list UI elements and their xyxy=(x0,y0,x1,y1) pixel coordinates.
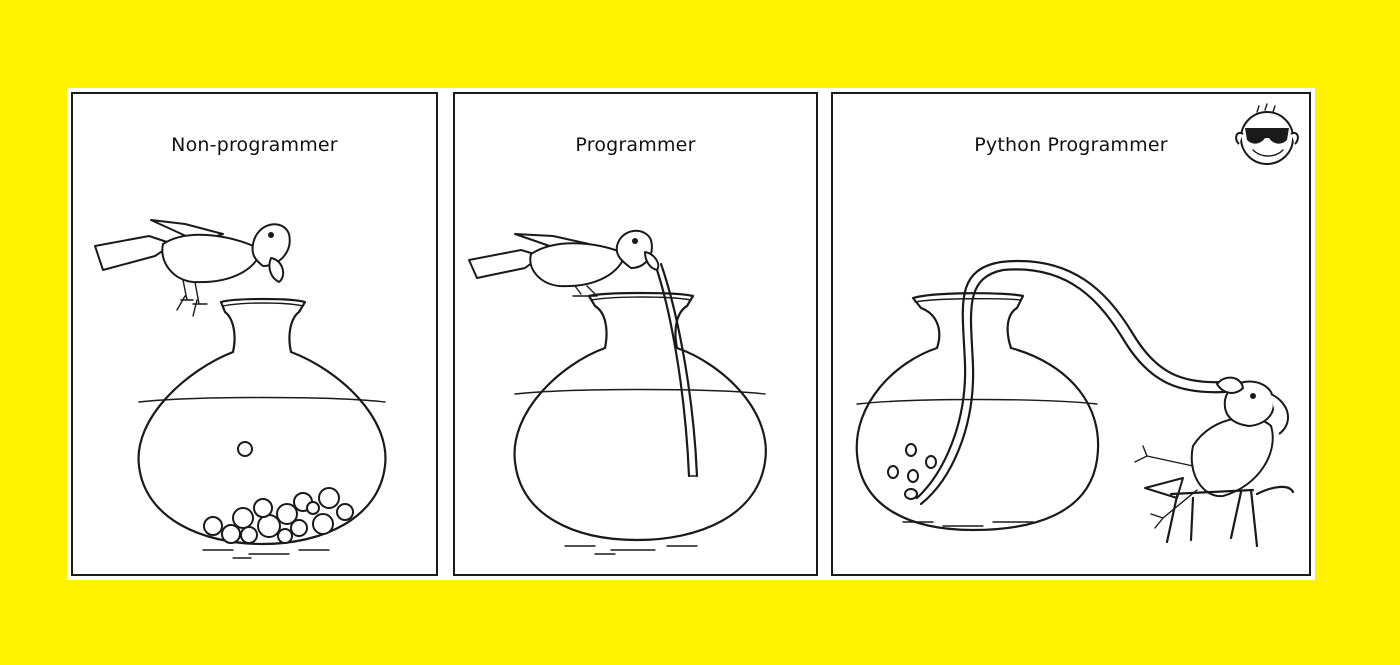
cool-face-sunglasses-icon xyxy=(1235,103,1299,165)
pebble-icon xyxy=(237,441,253,457)
panel-programmer: Programmer xyxy=(453,92,818,576)
pebbles-icon xyxy=(887,443,937,500)
drinking-straw-icon xyxy=(653,262,699,478)
panel-caption: Python Programmer xyxy=(974,134,1168,156)
pebbles-icon xyxy=(203,487,354,544)
drinking-straw-icon xyxy=(915,259,1227,506)
water-pot-icon xyxy=(513,291,767,555)
bird-icon xyxy=(94,219,291,317)
bird-icon xyxy=(468,230,660,297)
water-pot-icon xyxy=(855,292,1100,532)
pot-with-long-hose-illustration xyxy=(855,103,1299,548)
panel-non-programmer: Non-programmer xyxy=(71,92,438,576)
bird-icon xyxy=(1134,376,1289,529)
pot-with-pebbles-illustration xyxy=(94,219,387,559)
pot-with-straw-illustration xyxy=(468,230,767,555)
panel-caption: Non-programmer xyxy=(171,134,338,156)
panel-caption: Programmer xyxy=(575,134,696,156)
chair-icon xyxy=(1165,485,1295,548)
panel-python-programmer: Python Programmer xyxy=(831,92,1311,576)
